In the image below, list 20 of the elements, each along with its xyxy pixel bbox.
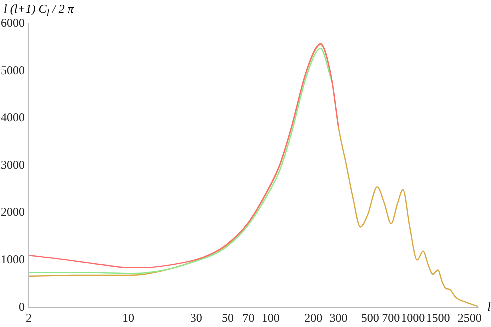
y-tick-label: 2000 <box>1 205 25 220</box>
x-tick-label: 100 <box>262 310 280 325</box>
y-tick-label: 0 <box>19 300 25 314</box>
x-tick-label: 1500 <box>426 310 450 325</box>
x-tick-label: 500 <box>361 310 380 325</box>
x-tick-label: 50 <box>222 310 234 325</box>
y-tick-label: 4000 <box>1 110 25 125</box>
x-tick-label: 200 <box>304 310 323 325</box>
x-tick-label: 70 <box>242 310 255 325</box>
x-tick-label: 2500 <box>458 310 482 325</box>
y-tick-label: 5000 <box>1 63 25 78</box>
x-tick-label: 2 <box>26 310 32 325</box>
y-tick-label: 1000 <box>1 252 25 266</box>
x-axis-title: l <box>488 300 491 315</box>
x-tick-label: 1000 <box>401 310 426 325</box>
y-tick-label: 3000 <box>1 158 25 172</box>
x-tick-label: 300 <box>330 310 348 325</box>
x-tick-label: 700 <box>382 310 400 325</box>
x-tick-label: 30 <box>190 310 202 325</box>
x-tick-label: 10 <box>122 310 134 325</box>
